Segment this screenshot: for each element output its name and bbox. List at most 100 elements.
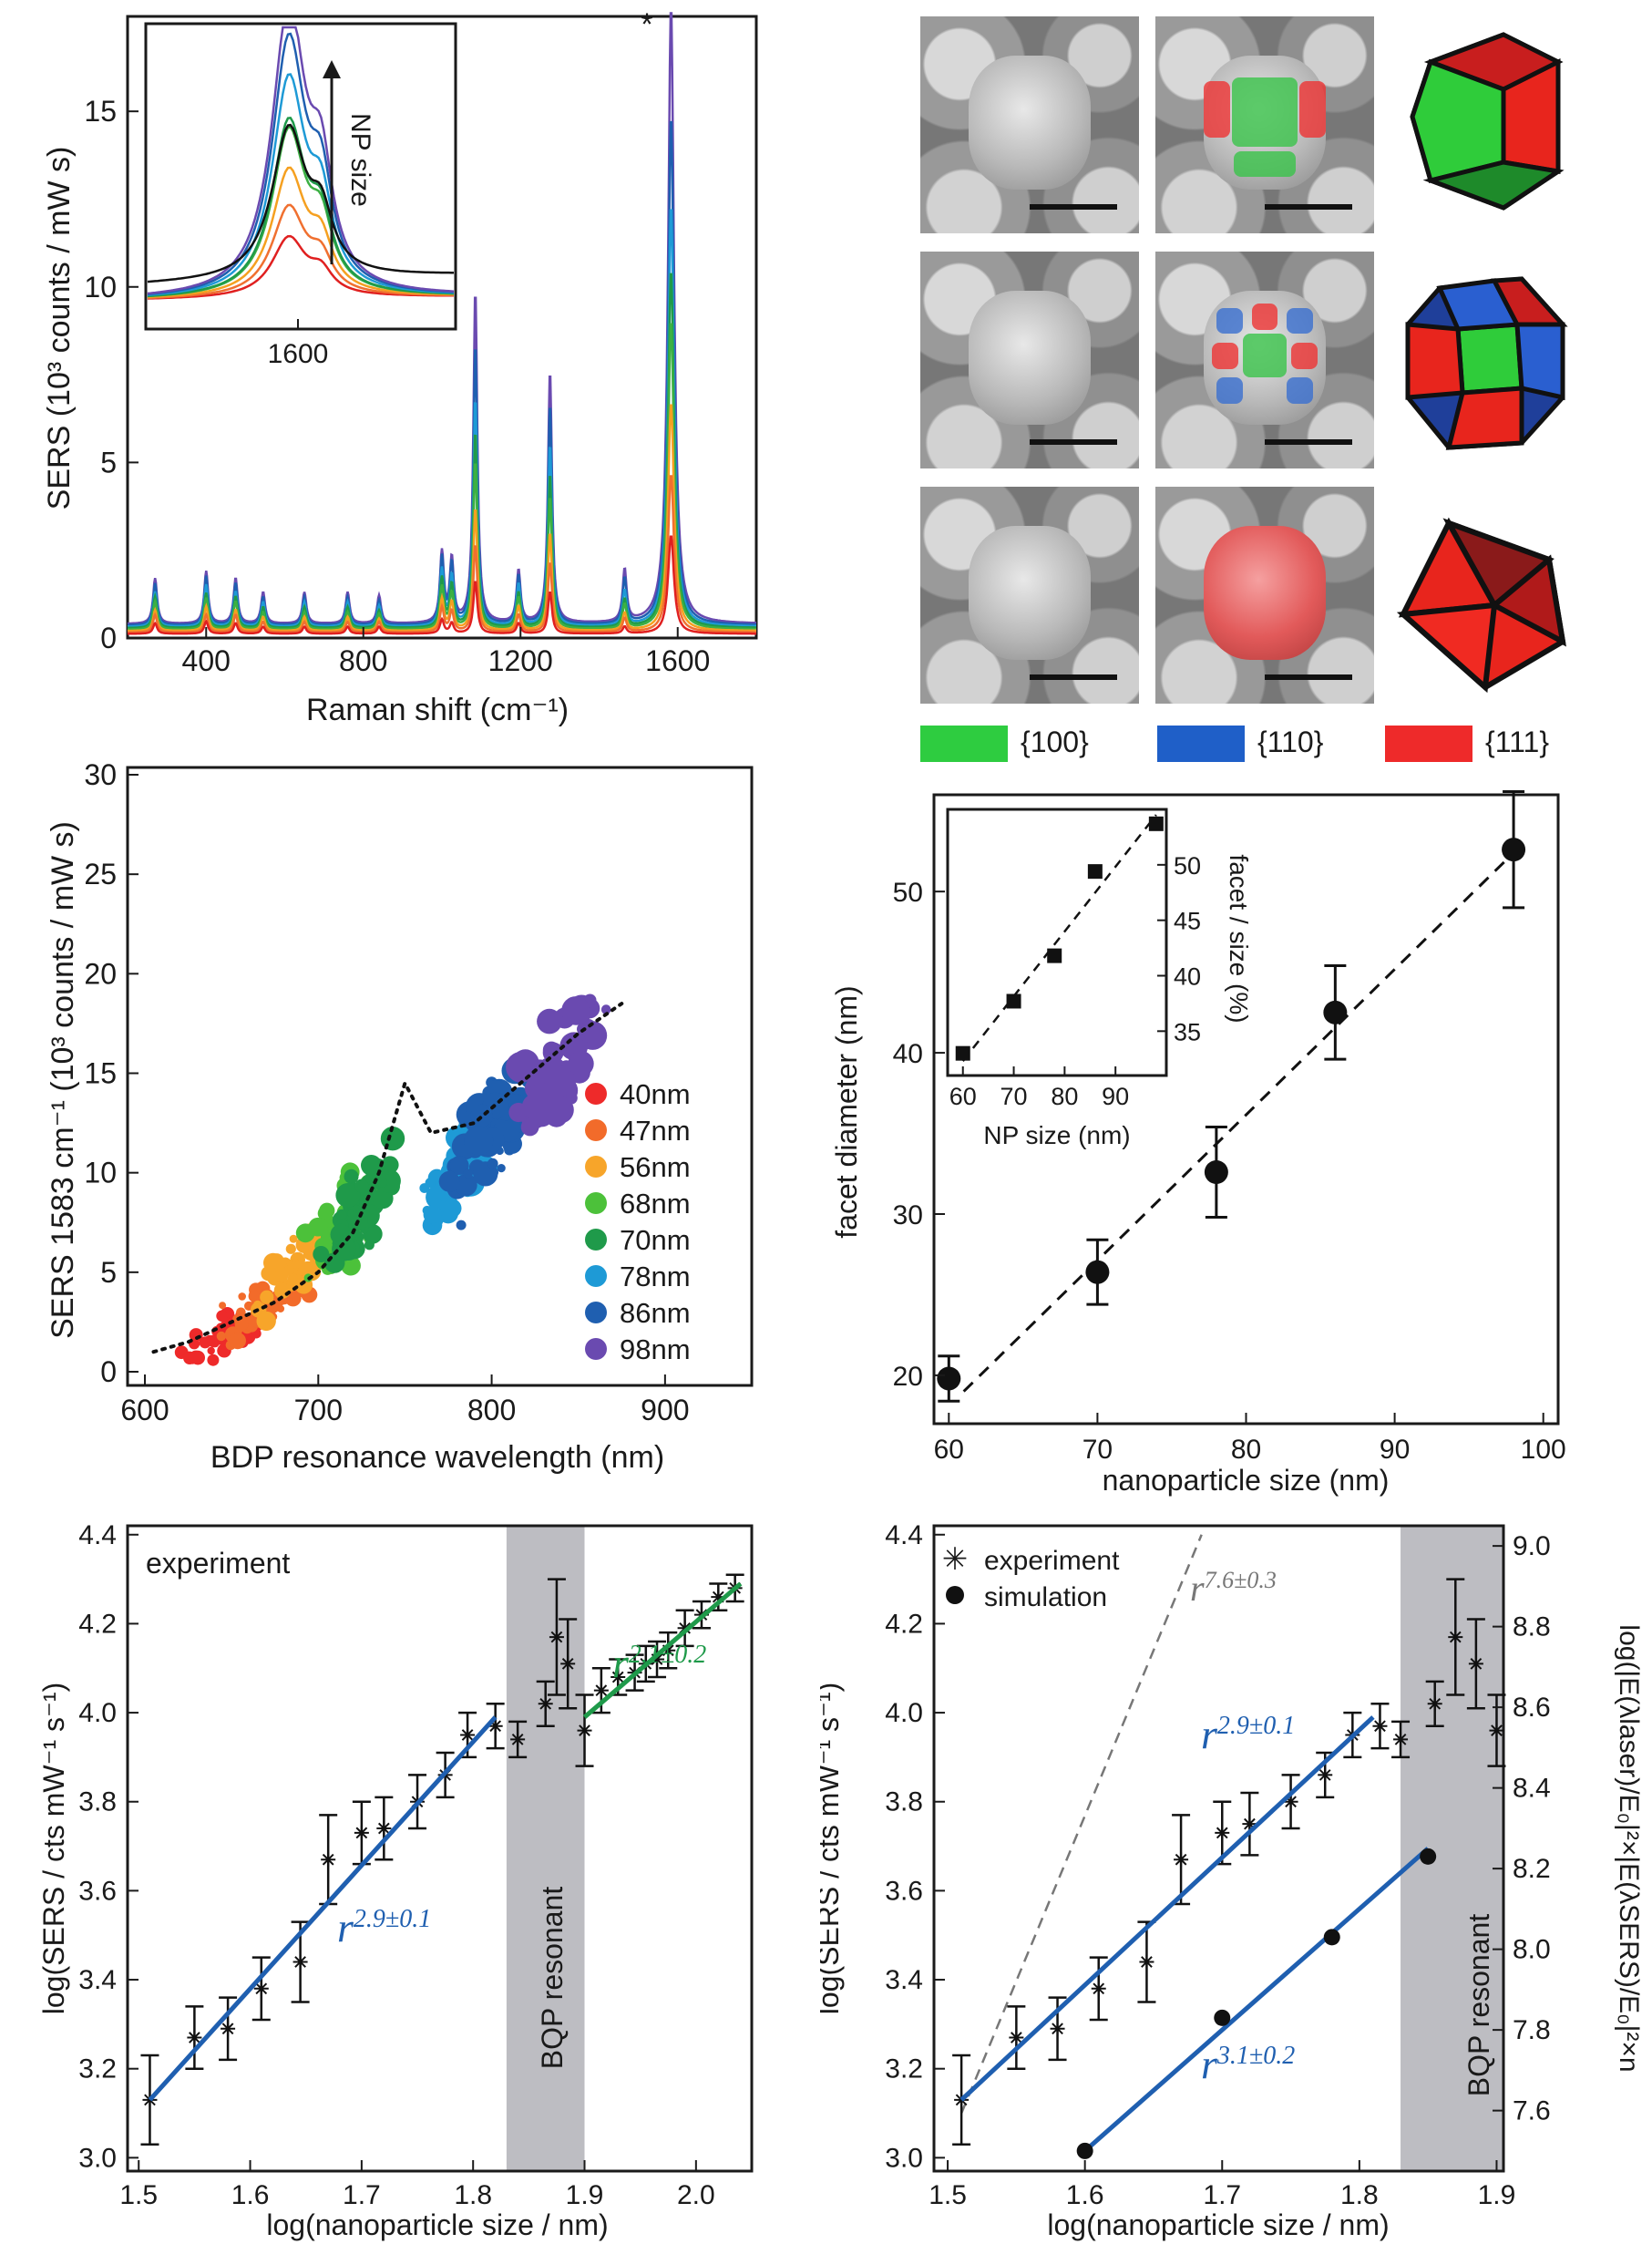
fit-line-green xyxy=(582,1581,743,1719)
x-tick-label: 700 xyxy=(294,1394,343,1426)
y-right-tick-label: 8.6 xyxy=(1513,1693,1551,1723)
inset-fit-line xyxy=(961,814,1157,1062)
data-point xyxy=(579,1724,590,1736)
scatter-point xyxy=(364,1240,375,1251)
scatter-point xyxy=(219,1302,227,1310)
panel-a-inset-label: NP size xyxy=(345,113,375,207)
fit-line-blue xyxy=(959,1715,1375,2102)
scatter-point xyxy=(520,1117,539,1137)
x-tick-label: 100 xyxy=(1521,1435,1566,1465)
simulation-point xyxy=(1214,2009,1231,2026)
trend-line xyxy=(151,1002,624,1354)
experiment-point xyxy=(1491,1724,1503,1736)
data-point xyxy=(322,1853,334,1866)
scatter-point xyxy=(289,1273,298,1282)
y-tick-label: 4.0 xyxy=(885,1698,923,1728)
inset-spectrum-line xyxy=(147,203,455,300)
panel-f-fit-gray-label: r7.6±0.3 xyxy=(1190,1567,1277,1609)
scatter-point xyxy=(456,1220,467,1230)
y-tick-label: 0 xyxy=(100,622,117,654)
legend-dot xyxy=(585,1302,607,1323)
scatter-point xyxy=(330,1223,352,1246)
y-right-tick-label: 8.2 xyxy=(1513,1854,1551,1884)
sem-image xyxy=(920,16,1139,233)
data-point xyxy=(539,1697,552,1710)
scatter-point xyxy=(335,1183,361,1208)
scatter-point xyxy=(561,996,590,1025)
panel-f-fit-blue-label: r2.9±0.1 xyxy=(1201,1711,1295,1757)
experiment-point xyxy=(1285,1796,1297,1808)
y-tick-label: 3.6 xyxy=(78,1876,117,1906)
y-right-tick-label: 8.4 xyxy=(1513,1774,1551,1804)
simulation-point xyxy=(1420,1848,1437,1865)
legend-label: 68nm xyxy=(620,1188,691,1220)
data-point xyxy=(189,2032,200,2043)
scatter-point xyxy=(487,1158,498,1169)
panel-d-ylabel: facet diameter (nm) xyxy=(830,985,863,1238)
y-tick-label: 10 xyxy=(84,271,117,304)
panel-e-fit-green-label: r2.1±0.2 xyxy=(612,1640,706,1686)
scatter-point xyxy=(283,1265,295,1276)
data-point xyxy=(221,2023,234,2035)
y-tick-label: 10 xyxy=(84,1157,117,1189)
resonance-band xyxy=(506,1526,585,2171)
y-tick-label: 3.8 xyxy=(885,1787,923,1817)
panel-d-inset-ylabel: facet / size (%) xyxy=(1225,854,1253,1023)
y-right-tick-label: 8.0 xyxy=(1513,1935,1551,1965)
y-tick-label: 15 xyxy=(84,1057,117,1090)
scatter-point xyxy=(426,1185,450,1209)
data-point xyxy=(1204,1160,1228,1184)
experiment-point xyxy=(1141,1956,1153,1968)
legend-label: 86nm xyxy=(620,1297,691,1329)
legend-simulation-marker xyxy=(946,1586,964,1604)
experiment-point xyxy=(1429,1697,1442,1710)
scatter-point xyxy=(470,1104,494,1127)
scatter-point xyxy=(425,1178,436,1189)
inset-y-tick-label: 40 xyxy=(1174,963,1201,991)
y-tick-label: 5 xyxy=(100,446,117,479)
legend-swatch-110 xyxy=(1157,726,1245,762)
scatter-point xyxy=(354,1179,369,1193)
inset-x-tick-label: 80 xyxy=(1051,1083,1078,1110)
x-tick-label: 1.5 xyxy=(929,2180,967,2210)
panel-b-facet-figure: {100} {110} {111} xyxy=(920,16,1613,762)
y-tick-label: 3.0 xyxy=(885,2143,923,2173)
x-tick-label: 800 xyxy=(467,1394,516,1426)
panel-f-band-label: BQP resonant xyxy=(1462,1914,1495,2097)
y-tick-label: 20 xyxy=(84,957,117,990)
inset-spectrum-line xyxy=(147,234,454,300)
data-point xyxy=(1323,1000,1348,1024)
panel-a-inset-arrowhead xyxy=(323,60,341,78)
data-point xyxy=(712,1590,724,1603)
panel-e-plot-frame xyxy=(126,1524,754,2173)
data-point xyxy=(662,1644,674,1657)
data-point xyxy=(561,1658,574,1670)
panel-c-scatter-chart: 600 700 800 900 0 5 10 15 20 25 30 40nm 47nm 56nm 68n… xyxy=(46,758,754,1475)
data-point xyxy=(651,1653,663,1665)
scatter-point xyxy=(449,1156,469,1176)
scatter-point xyxy=(455,1173,477,1197)
y-tick-label: 3.0 xyxy=(78,2143,117,2173)
fit-line xyxy=(962,851,1515,1393)
x-tick-label: 1.6 xyxy=(1066,2180,1104,2210)
data-point xyxy=(377,1822,390,1835)
data-point xyxy=(255,1982,268,1995)
inset-y-tick-label: 50 xyxy=(1174,852,1201,880)
sem-image xyxy=(920,487,1139,704)
experiment-point xyxy=(1470,1658,1483,1670)
x-tick-label: 70 xyxy=(1083,1435,1113,1465)
rhombicuboctahedron-model xyxy=(1405,276,1568,450)
panel-e-ylabel: log(SERS / cts mW⁻¹ s⁻¹) xyxy=(37,1683,70,2014)
fit-line-simulation xyxy=(1083,1847,1430,2153)
panel-c-xlabel: BDP resonance wavelength (nm) xyxy=(210,1440,664,1475)
legend-dot xyxy=(585,1338,607,1360)
y-tick-label: 4.4 xyxy=(885,1520,923,1550)
x-tick-label: 2.0 xyxy=(677,2180,715,2210)
legend-experiment-label: experiment xyxy=(984,1546,1120,1576)
inset-x-tick-label: 90 xyxy=(1102,1083,1129,1110)
panel-f-fit-sim-label: r3.1±0.2 xyxy=(1201,2041,1295,2087)
scatter-point xyxy=(289,1234,298,1243)
legend-swatch-111 xyxy=(1385,726,1472,762)
panel-e-label: experiment xyxy=(146,1547,290,1580)
